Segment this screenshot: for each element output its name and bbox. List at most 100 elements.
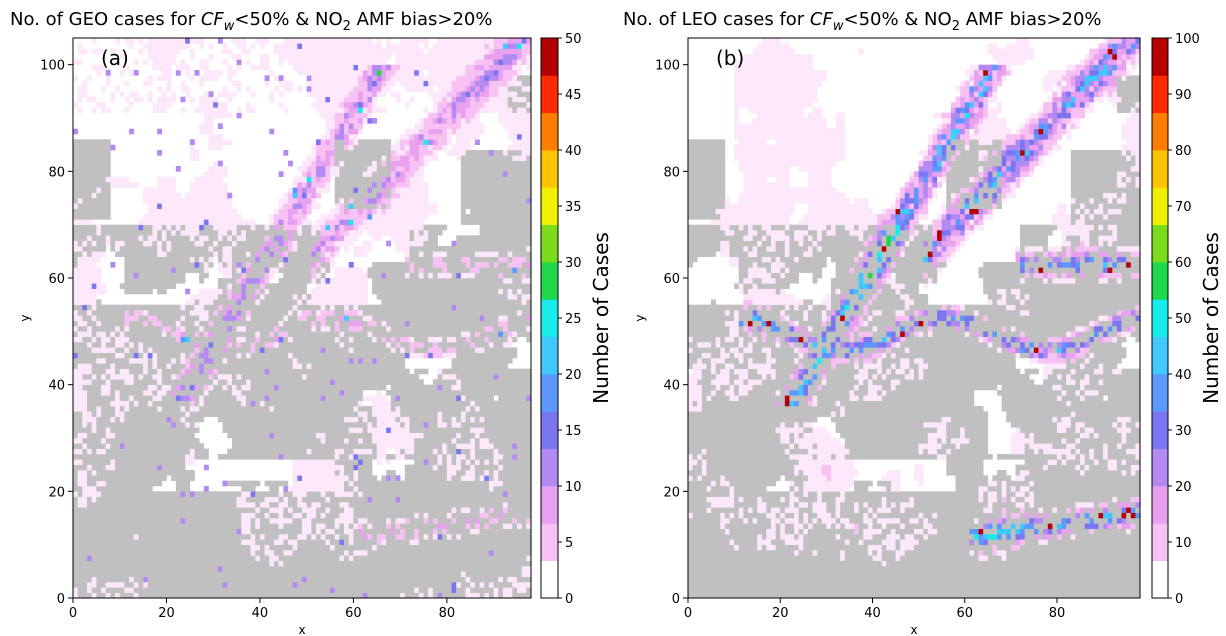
heatmap-cell	[105, 176, 111, 183]
heatmap-cell	[115, 406, 121, 412]
heatmap-cell	[283, 411, 289, 417]
heatmap-cell	[325, 384, 331, 391]
heatmap-cell	[334, 491, 340, 497]
heatmap-cell	[194, 411, 200, 417]
heatmap-cell	[194, 251, 200, 257]
heatmap-cell	[250, 491, 256, 497]
heatmap-cell	[157, 432, 163, 439]
heatmap-cell	[87, 310, 92, 316]
heatmap-cell	[185, 64, 191, 71]
heatmap-cell	[194, 571, 200, 577]
heatmap-cell	[105, 342, 111, 348]
heatmap-cell	[73, 347, 78, 353]
heatmap-cell	[311, 422, 317, 428]
heatmap-cell	[166, 336, 172, 343]
heatmap-cell	[306, 427, 312, 433]
heatmap-cell	[353, 502, 359, 508]
heatmap-cell	[87, 507, 92, 513]
heatmap-cell	[353, 139, 359, 145]
heatmap-cell	[255, 587, 261, 593]
heatmap-cell	[133, 91, 139, 97]
heatmap-cell	[91, 571, 97, 577]
heatmap-cell	[91, 64, 97, 71]
heatmap-cell	[147, 582, 153, 588]
heatmap-cell	[208, 544, 214, 551]
heatmap-cell	[287, 331, 293, 337]
heatmap-cell	[292, 256, 298, 263]
heatmap-cell	[166, 230, 172, 236]
heatmap-cell	[171, 198, 177, 204]
heatmap-cell	[292, 368, 298, 375]
heatmap-cell	[306, 326, 312, 332]
heatmap-cell	[119, 326, 125, 332]
heatmap-cell	[161, 208, 167, 215]
heatmap-cell	[147, 523, 153, 529]
heatmap-cell	[292, 64, 298, 71]
heatmap-cell	[77, 139, 83, 145]
heatmap-cell	[213, 70, 219, 76]
heatmap-cell	[316, 475, 321, 481]
heatmap-cell	[73, 464, 78, 471]
heatmap-cell	[194, 518, 200, 524]
heatmap-cell	[203, 182, 209, 188]
heatmap-cell	[278, 523, 284, 529]
heatmap-cell	[91, 336, 97, 343]
heatmap-cell	[245, 283, 251, 289]
heatmap-cell	[245, 384, 251, 391]
heatmap-cell	[129, 320, 135, 327]
heatmap-cell	[311, 416, 317, 423]
heatmap-cell	[344, 587, 350, 593]
heatmap-cell	[171, 566, 177, 572]
heatmap-cell	[73, 246, 78, 252]
heatmap-cell	[353, 224, 359, 231]
heatmap-cell	[236, 502, 242, 508]
heatmap-cell	[124, 256, 130, 263]
heatmap-cell	[185, 544, 191, 551]
heatmap-cell	[283, 278, 289, 284]
heatmap-cell	[133, 475, 139, 481]
heatmap-cell	[344, 38, 350, 44]
heatmap-cell	[133, 251, 139, 257]
heatmap-cell	[292, 203, 298, 209]
heatmap-cell	[283, 304, 289, 311]
heatmap-cell	[325, 64, 331, 71]
heatmap-cell	[302, 491, 307, 497]
heatmap-cell	[185, 491, 191, 497]
heatmap-cell	[353, 198, 359, 204]
heatmap-cell	[157, 310, 163, 316]
heatmap-cell	[325, 443, 331, 449]
heatmap-cell	[353, 358, 359, 364]
heatmap-cell	[311, 475, 317, 481]
heatmap-cell	[133, 272, 139, 279]
heatmap-cell	[166, 326, 172, 332]
heatmap-cell	[339, 320, 345, 327]
heatmap-cell	[353, 144, 359, 151]
heatmap-cell	[199, 518, 205, 524]
heatmap-cell	[199, 336, 205, 343]
heatmap-cell	[344, 512, 350, 519]
heatmap-cell	[180, 374, 186, 380]
heatmap-cell	[203, 406, 209, 412]
heatmap-cell	[302, 70, 307, 76]
heatmap-cell	[231, 587, 237, 593]
heatmap-cell	[287, 219, 293, 225]
heatmap-cell	[292, 48, 298, 55]
heatmap-cell	[245, 566, 251, 572]
heatmap-cell	[222, 326, 228, 332]
heatmap-cell	[147, 310, 153, 316]
heatmap-cell	[213, 235, 219, 241]
heatmap-cell	[96, 518, 102, 524]
heatmap-cell	[119, 224, 125, 231]
heatmap-cell	[236, 235, 242, 241]
heatmap-cell	[264, 555, 270, 561]
heatmap-cell	[325, 155, 331, 161]
heatmap-cell	[316, 427, 321, 433]
heatmap-cell	[348, 134, 354, 140]
heatmap-cell	[236, 230, 242, 236]
heatmap-cell	[166, 512, 172, 519]
heatmap-cell	[325, 432, 331, 439]
heatmap-cell	[147, 544, 153, 551]
heatmap-cell	[306, 411, 312, 417]
heatmap-cell	[152, 390, 158, 396]
heatmap-cell	[175, 320, 181, 327]
